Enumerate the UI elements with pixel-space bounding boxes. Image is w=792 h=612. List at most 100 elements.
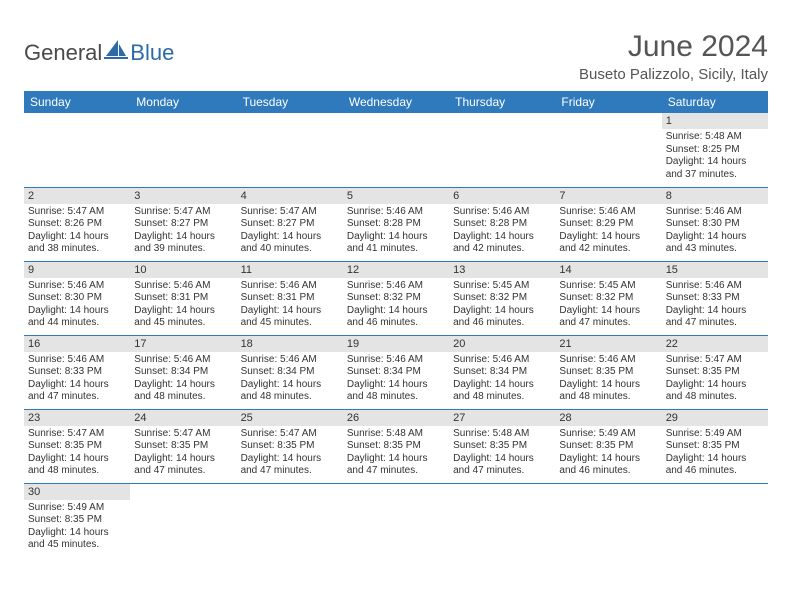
- day-number: 11: [237, 262, 343, 278]
- sail-icon: [104, 40, 128, 66]
- logo: General Blue: [24, 30, 174, 66]
- day-number: 30: [24, 484, 130, 500]
- day-info: Sunrise: 5:46 AMSunset: 8:33 PMDaylight:…: [662, 278, 768, 332]
- day-info: Sunrise: 5:46 AMSunset: 8:34 PMDaylight:…: [237, 352, 343, 406]
- day-header: Wednesday: [343, 91, 449, 113]
- calendar-cell: 24Sunrise: 5:47 AMSunset: 8:35 PMDayligh…: [130, 409, 236, 483]
- day-info: Sunrise: 5:49 AMSunset: 8:35 PMDaylight:…: [555, 426, 661, 480]
- day-number: 27: [449, 410, 555, 426]
- calendar-cell: 30Sunrise: 5:49 AMSunset: 8:35 PMDayligh…: [24, 483, 130, 557]
- day-header: Monday: [130, 91, 236, 113]
- calendar-row: 16Sunrise: 5:46 AMSunset: 8:33 PMDayligh…: [24, 335, 768, 409]
- calendar-cell: 19Sunrise: 5:46 AMSunset: 8:34 PMDayligh…: [343, 335, 449, 409]
- calendar-row: 23Sunrise: 5:47 AMSunset: 8:35 PMDayligh…: [24, 409, 768, 483]
- calendar-cell: 23Sunrise: 5:47 AMSunset: 8:35 PMDayligh…: [24, 409, 130, 483]
- calendar-cell: 29Sunrise: 5:49 AMSunset: 8:35 PMDayligh…: [662, 409, 768, 483]
- header: General Blue June 2024 Buseto Palizzolo,…: [24, 30, 768, 83]
- calendar-cell: 13Sunrise: 5:45 AMSunset: 8:32 PMDayligh…: [449, 261, 555, 335]
- day-info: Sunrise: 5:48 AMSunset: 8:35 PMDaylight:…: [449, 426, 555, 480]
- empty-cell: [24, 113, 130, 187]
- day-number: 2: [24, 188, 130, 204]
- day-info: Sunrise: 5:47 AMSunset: 8:26 PMDaylight:…: [24, 204, 130, 258]
- calendar-cell: 18Sunrise: 5:46 AMSunset: 8:34 PMDayligh…: [237, 335, 343, 409]
- day-number: 19: [343, 336, 449, 352]
- day-number: 5: [343, 188, 449, 204]
- day-number: 6: [449, 188, 555, 204]
- day-number: 15: [662, 262, 768, 278]
- day-number: 9: [24, 262, 130, 278]
- calendar-cell: 3Sunrise: 5:47 AMSunset: 8:27 PMDaylight…: [130, 187, 236, 261]
- calendar-cell: 7Sunrise: 5:46 AMSunset: 8:29 PMDaylight…: [555, 187, 661, 261]
- day-info: Sunrise: 5:48 AMSunset: 8:35 PMDaylight:…: [343, 426, 449, 480]
- calendar-cell: 1Sunrise: 5:48 AMSunset: 8:25 PMDaylight…: [662, 113, 768, 187]
- calendar-cell: 5Sunrise: 5:46 AMSunset: 8:28 PMDaylight…: [343, 187, 449, 261]
- day-info: Sunrise: 5:46 AMSunset: 8:35 PMDaylight:…: [555, 352, 661, 406]
- day-number: 20: [449, 336, 555, 352]
- logo-text-blue: Blue: [130, 40, 174, 66]
- calendar-cell: 15Sunrise: 5:46 AMSunset: 8:33 PMDayligh…: [662, 261, 768, 335]
- calendar-cell: 10Sunrise: 5:46 AMSunset: 8:31 PMDayligh…: [130, 261, 236, 335]
- title-block: June 2024 Buseto Palizzolo, Sicily, Ital…: [579, 30, 768, 83]
- empty-cell: [130, 483, 236, 557]
- day-header-row: SundayMondayTuesdayWednesdayThursdayFrid…: [24, 91, 768, 113]
- day-info: Sunrise: 5:48 AMSunset: 8:25 PMDaylight:…: [662, 129, 768, 183]
- day-info: Sunrise: 5:46 AMSunset: 8:32 PMDaylight:…: [343, 278, 449, 332]
- day-header: Sunday: [24, 91, 130, 113]
- empty-cell: [343, 113, 449, 187]
- day-info: Sunrise: 5:49 AMSunset: 8:35 PMDaylight:…: [662, 426, 768, 480]
- day-number: 21: [555, 336, 661, 352]
- day-info: Sunrise: 5:45 AMSunset: 8:32 PMDaylight:…: [555, 278, 661, 332]
- calendar-cell: 25Sunrise: 5:47 AMSunset: 8:35 PMDayligh…: [237, 409, 343, 483]
- day-info: Sunrise: 5:47 AMSunset: 8:35 PMDaylight:…: [662, 352, 768, 406]
- calendar-cell: 11Sunrise: 5:46 AMSunset: 8:31 PMDayligh…: [237, 261, 343, 335]
- calendar-cell: 26Sunrise: 5:48 AMSunset: 8:35 PMDayligh…: [343, 409, 449, 483]
- empty-cell: [449, 483, 555, 557]
- day-header: Thursday: [449, 91, 555, 113]
- day-number: 22: [662, 336, 768, 352]
- calendar-body: 1Sunrise: 5:48 AMSunset: 8:25 PMDaylight…: [24, 113, 768, 557]
- day-number: 24: [130, 410, 236, 426]
- calendar-cell: 27Sunrise: 5:48 AMSunset: 8:35 PMDayligh…: [449, 409, 555, 483]
- day-info: Sunrise: 5:46 AMSunset: 8:28 PMDaylight:…: [449, 204, 555, 258]
- day-number: 18: [237, 336, 343, 352]
- day-number: 4: [237, 188, 343, 204]
- logo-text-general: General: [24, 40, 102, 66]
- calendar-cell: 21Sunrise: 5:46 AMSunset: 8:35 PMDayligh…: [555, 335, 661, 409]
- calendar-cell: 8Sunrise: 5:46 AMSunset: 8:30 PMDaylight…: [662, 187, 768, 261]
- day-number: 12: [343, 262, 449, 278]
- day-info: Sunrise: 5:46 AMSunset: 8:28 PMDaylight:…: [343, 204, 449, 258]
- day-info: Sunrise: 5:46 AMSunset: 8:34 PMDaylight:…: [343, 352, 449, 406]
- day-number: 10: [130, 262, 236, 278]
- empty-cell: [130, 113, 236, 187]
- calendar-cell: 28Sunrise: 5:49 AMSunset: 8:35 PMDayligh…: [555, 409, 661, 483]
- calendar-cell: 17Sunrise: 5:46 AMSunset: 8:34 PMDayligh…: [130, 335, 236, 409]
- day-header: Tuesday: [237, 91, 343, 113]
- day-info: Sunrise: 5:47 AMSunset: 8:35 PMDaylight:…: [130, 426, 236, 480]
- day-info: Sunrise: 5:47 AMSunset: 8:35 PMDaylight:…: [24, 426, 130, 480]
- calendar-cell: 6Sunrise: 5:46 AMSunset: 8:28 PMDaylight…: [449, 187, 555, 261]
- empty-cell: [662, 483, 768, 557]
- day-info: Sunrise: 5:46 AMSunset: 8:30 PMDaylight:…: [662, 204, 768, 258]
- calendar-row: 2Sunrise: 5:47 AMSunset: 8:26 PMDaylight…: [24, 187, 768, 261]
- day-number: 29: [662, 410, 768, 426]
- empty-cell: [343, 483, 449, 557]
- day-number: 23: [24, 410, 130, 426]
- empty-cell: [237, 113, 343, 187]
- day-number: 13: [449, 262, 555, 278]
- calendar-cell: 14Sunrise: 5:45 AMSunset: 8:32 PMDayligh…: [555, 261, 661, 335]
- day-info: Sunrise: 5:45 AMSunset: 8:32 PMDaylight:…: [449, 278, 555, 332]
- day-number: 1: [662, 113, 768, 129]
- day-info: Sunrise: 5:46 AMSunset: 8:31 PMDaylight:…: [130, 278, 236, 332]
- day-number: 26: [343, 410, 449, 426]
- day-info: Sunrise: 5:47 AMSunset: 8:27 PMDaylight:…: [237, 204, 343, 258]
- calendar-cell: 2Sunrise: 5:47 AMSunset: 8:26 PMDaylight…: [24, 187, 130, 261]
- month-title: June 2024: [579, 30, 768, 64]
- day-info: Sunrise: 5:47 AMSunset: 8:35 PMDaylight:…: [237, 426, 343, 480]
- empty-cell: [237, 483, 343, 557]
- day-number: 25: [237, 410, 343, 426]
- calendar-cell: 22Sunrise: 5:47 AMSunset: 8:35 PMDayligh…: [662, 335, 768, 409]
- day-info: Sunrise: 5:46 AMSunset: 8:34 PMDaylight:…: [449, 352, 555, 406]
- calendar-row: 9Sunrise: 5:46 AMSunset: 8:30 PMDaylight…: [24, 261, 768, 335]
- empty-cell: [449, 113, 555, 187]
- day-info: Sunrise: 5:46 AMSunset: 8:30 PMDaylight:…: [24, 278, 130, 332]
